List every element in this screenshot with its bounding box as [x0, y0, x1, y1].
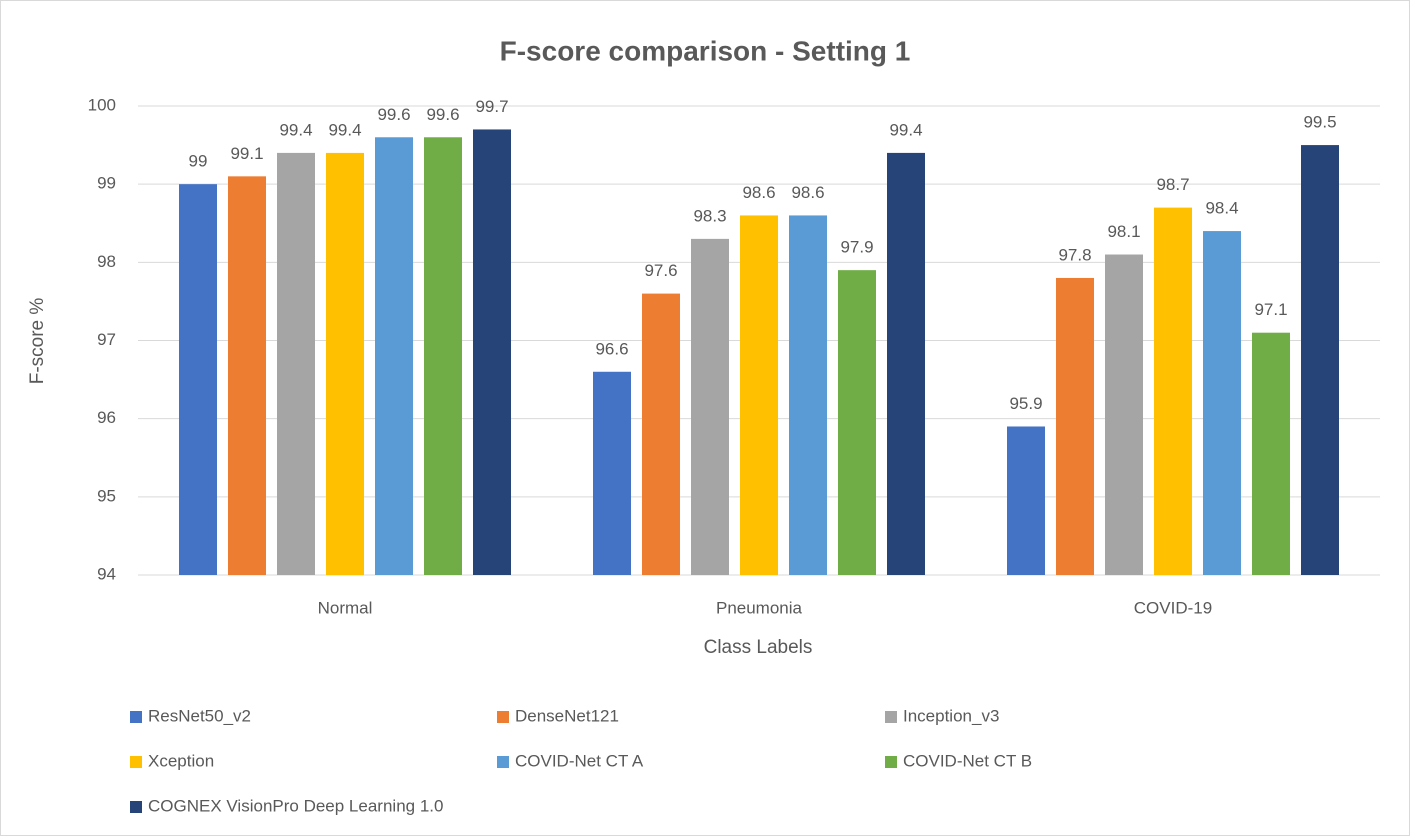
y-tick-label: 98	[97, 252, 116, 271]
data-label: 95.9	[1009, 394, 1042, 413]
legend-swatch	[130, 711, 142, 723]
y-tick-label: 100	[88, 95, 116, 114]
bar	[473, 129, 511, 575]
data-label: 99.6	[426, 105, 459, 124]
data-label: 99.7	[475, 97, 508, 116]
legend-label: COVID-Net CT B	[903, 751, 1032, 770]
data-label: 99.4	[889, 120, 922, 139]
bar	[179, 184, 217, 575]
x-tick-label: Normal	[318, 598, 373, 617]
data-label: 97.9	[840, 238, 873, 257]
bar	[789, 215, 827, 575]
legend-label: Xception	[148, 751, 214, 770]
y-tick-label: 95	[97, 486, 116, 505]
legend-label: Inception_v3	[903, 706, 999, 725]
bar	[642, 293, 680, 575]
legend-label: ResNet50_v2	[148, 706, 251, 725]
bar	[1301, 145, 1339, 576]
y-tick-label: 97	[97, 330, 116, 349]
data-label: 99.4	[328, 120, 361, 139]
bar	[228, 176, 266, 575]
data-label: 99.5	[1303, 113, 1336, 132]
bar	[593, 371, 631, 575]
bar	[740, 215, 778, 575]
bar	[277, 152, 315, 575]
bar	[1105, 254, 1143, 575]
data-label: 99.4	[279, 120, 312, 139]
data-label: 98.7	[1156, 175, 1189, 194]
data-label: 98.6	[791, 183, 824, 202]
data-label: 96.6	[595, 339, 628, 358]
bar	[838, 270, 876, 575]
bar	[887, 152, 925, 575]
bar	[375, 137, 413, 575]
data-label: 99.1	[230, 144, 263, 163]
data-label: 98.6	[742, 183, 775, 202]
legend-swatch	[130, 801, 142, 813]
x-axis-title: Class Labels	[704, 637, 813, 658]
y-tick-label: 99	[97, 174, 116, 193]
bar	[1007, 426, 1045, 575]
data-label: 97.8	[1058, 245, 1091, 264]
y-tick-label: 96	[97, 408, 116, 427]
bar	[424, 137, 462, 575]
legend-label: COGNEX VisionPro Deep Learning 1.0	[148, 796, 443, 815]
legend-swatch	[497, 756, 509, 768]
legend-label: COVID-Net CT A	[515, 751, 644, 770]
bar	[691, 238, 729, 575]
data-label: 98.1	[1107, 222, 1140, 241]
y-tick-label: 94	[97, 564, 116, 583]
x-tick-label: Pneumonia	[716, 598, 803, 617]
bar	[1056, 277, 1094, 575]
data-label: 98.4	[1205, 199, 1238, 218]
bar	[1154, 207, 1192, 575]
legend-swatch	[130, 756, 142, 768]
legend-label: DenseNet121	[515, 706, 619, 725]
bar	[1252, 332, 1290, 575]
data-label: 99.6	[377, 105, 410, 124]
bar	[326, 152, 364, 575]
bar	[1203, 231, 1241, 576]
data-label: 97.6	[644, 261, 677, 280]
chart-title: F-score comparison - Setting 1	[500, 35, 911, 66]
data-label: 98.3	[693, 206, 726, 225]
data-label: 97.1	[1254, 300, 1287, 319]
legend-swatch	[885, 756, 897, 768]
legend-swatch	[885, 711, 897, 723]
y-axis-title: F-score %	[27, 298, 48, 385]
x-tick-label: COVID-19	[1134, 598, 1212, 617]
legend-swatch	[497, 711, 509, 723]
data-label: 99	[189, 152, 208, 171]
